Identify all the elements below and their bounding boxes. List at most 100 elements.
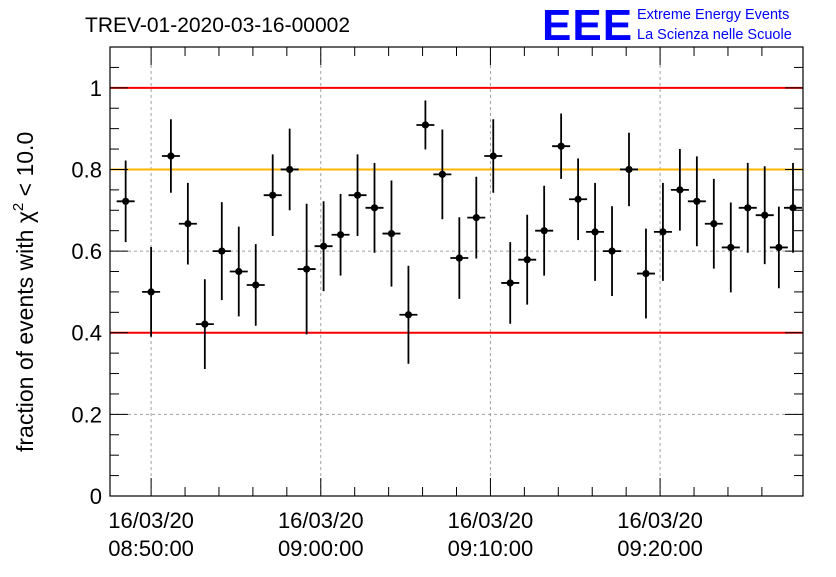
data-point	[212, 202, 231, 301]
point-marker	[489, 152, 497, 160]
data-point	[297, 203, 316, 335]
point-marker	[761, 211, 769, 219]
y-axis-label-superscript: 2	[10, 203, 27, 211]
data-point	[738, 162, 757, 253]
point-marker	[387, 229, 396, 238]
point-marker	[523, 256, 531, 264]
data-point	[687, 156, 706, 247]
reference-lines	[110, 86, 803, 334]
data-point	[433, 129, 452, 220]
data-point	[450, 217, 469, 299]
data-point	[161, 119, 180, 193]
x-tick-label-date: 16/03/20	[278, 508, 364, 533]
point-marker	[625, 165, 633, 174]
point-marker	[353, 191, 362, 199]
data-point	[399, 265, 418, 364]
point-marker	[370, 204, 379, 212]
point-marker	[591, 228, 599, 236]
eee-logo: EEE Extreme Energy Events La Scienza nel…	[542, 1, 792, 50]
y-axis-label: fraction of events with χ2 < 10.0	[10, 132, 38, 452]
data-point	[382, 180, 401, 287]
data-point	[552, 113, 571, 179]
point-marker	[184, 220, 192, 228]
data-point	[178, 182, 197, 265]
point-marker	[218, 247, 226, 255]
x-axis-ticks: 16/03/20 08:50:00 16/03/20 09:00:00 16/03/20…	[108, 47, 763, 561]
point-marker	[642, 269, 650, 278]
logo-line-1: Extreme Energy Events	[637, 7, 789, 23]
point-marker	[252, 281, 260, 289]
data-point	[518, 214, 537, 305]
point-marker	[421, 121, 429, 129]
data-point	[586, 182, 605, 281]
plot-frame	[109, 46, 804, 497]
data-point	[331, 193, 350, 276]
point-marker	[789, 204, 797, 212]
point-marker	[167, 152, 175, 160]
x-tick-label-date: 16/03/20	[108, 508, 194, 533]
plot-border	[109, 46, 804, 497]
point-marker	[122, 197, 130, 205]
data-point	[314, 201, 333, 292]
data-point	[142, 247, 161, 337]
point-marker	[472, 214, 480, 222]
data-point	[704, 178, 723, 269]
data-point	[619, 132, 638, 207]
logo-line-2: La Scienza nelle Scuole	[637, 27, 792, 43]
data-point	[653, 182, 672, 281]
x-tick-label-time: 09:00:00	[278, 536, 364, 561]
x-tick-label-time: 08:50:00	[108, 536, 194, 561]
data-points	[116, 100, 802, 370]
data-point	[603, 206, 622, 296]
x-tick-label-date: 16/03/20	[448, 508, 534, 533]
data-point	[755, 166, 774, 265]
point-marker	[676, 186, 684, 194]
point-marker	[557, 142, 565, 150]
y-axis-label-prefix: fraction of events with	[12, 223, 38, 452]
data-point	[195, 279, 214, 370]
data-point	[670, 149, 689, 231]
y-axis-label-suffix: < 10.0	[12, 132, 38, 203]
data-point	[246, 244, 265, 326]
y-tick-label: 0.4	[71, 321, 102, 346]
data-point	[116, 160, 135, 243]
point-marker	[727, 243, 735, 252]
data-point	[280, 128, 299, 211]
y-tick-label: 1	[90, 76, 102, 101]
y-tick-label: 0	[90, 484, 102, 509]
x-tick-label-time: 09:10:00	[448, 536, 534, 561]
point-marker	[235, 267, 243, 276]
point-marker	[574, 195, 582, 203]
data-point	[229, 226, 248, 317]
point-marker	[336, 231, 345, 239]
data-point	[535, 185, 554, 276]
data-point	[721, 202, 740, 293]
point-marker	[744, 204, 752, 212]
point-marker	[693, 197, 701, 205]
point-marker	[303, 265, 311, 273]
point-marker	[710, 220, 718, 228]
y-axis-ticks: 0 0.2 0.4 0.6 0.8 1	[71, 46, 803, 509]
point-marker	[455, 254, 463, 262]
point-marker	[404, 311, 413, 319]
point-marker	[659, 228, 667, 236]
data-point	[263, 154, 282, 236]
data-point	[569, 158, 588, 241]
data-point	[636, 228, 655, 319]
logo-mark: EEE	[542, 1, 633, 50]
point-marker	[269, 191, 277, 199]
point-marker	[608, 247, 616, 255]
data-point	[501, 242, 520, 324]
y-tick-label: 0.2	[71, 402, 102, 427]
data-point	[467, 176, 486, 259]
point-marker	[147, 288, 155, 296]
point-marker	[540, 227, 548, 235]
data-point	[348, 154, 367, 236]
data-point	[365, 162, 384, 253]
grid	[110, 47, 803, 496]
y-tick-label: 0.6	[71, 239, 102, 264]
chart-title: TREV-01-2020-03-16-00002	[85, 14, 350, 37]
data-point	[416, 100, 435, 150]
